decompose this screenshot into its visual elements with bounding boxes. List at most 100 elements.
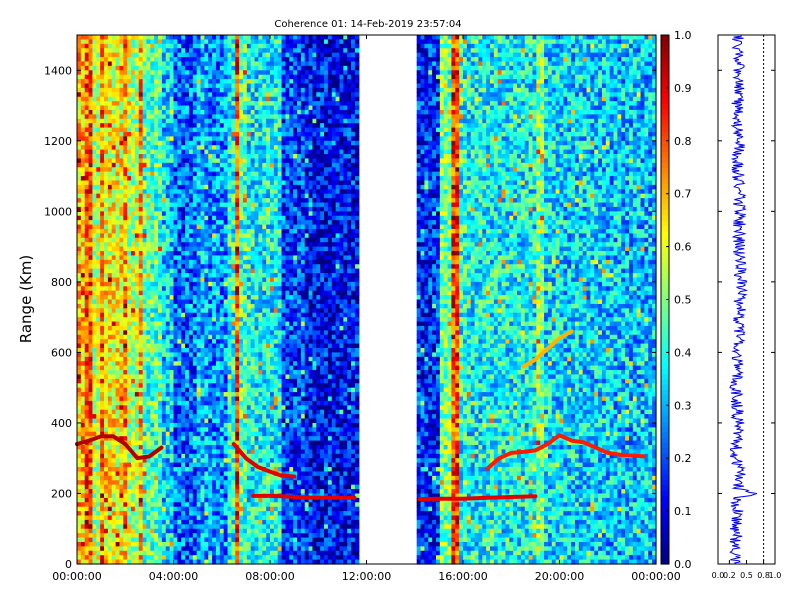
heatmap-cell xyxy=(200,92,205,98)
heatmap-cell xyxy=(119,493,124,499)
heatmap-cell xyxy=(142,515,148,521)
heatmap-cell xyxy=(185,193,190,199)
heatmap-cell xyxy=(119,127,124,133)
heatmap-cell xyxy=(131,83,136,89)
heatmap-cell xyxy=(104,546,109,552)
heatmap-cell xyxy=(96,431,101,437)
heatmap-cell xyxy=(96,233,101,239)
heatmap-cell xyxy=(127,312,132,318)
heatmap-cell xyxy=(96,378,101,384)
heatmap-cell xyxy=(196,347,202,353)
heatmap-cell xyxy=(92,70,97,76)
heatmap-cell xyxy=(185,361,190,367)
heatmap-cell xyxy=(227,559,232,565)
heatmap-cell xyxy=(235,308,240,314)
heatmap-cell xyxy=(154,537,159,543)
heatmap-cell xyxy=(134,273,140,279)
heatmap-cell xyxy=(80,453,86,459)
heatmap-cell xyxy=(104,96,109,102)
heatmap-cell xyxy=(138,471,144,477)
heatmap-cell xyxy=(88,475,94,481)
heatmap-cell xyxy=(219,484,225,490)
heatmap-cell xyxy=(158,79,163,85)
heatmap-cell xyxy=(181,273,186,279)
heatmap-cell xyxy=(150,440,155,446)
heatmap-cell xyxy=(115,114,121,120)
heatmap-cell xyxy=(142,484,148,490)
heatmap-cell xyxy=(165,493,171,499)
heatmap-cell xyxy=(77,145,82,151)
heatmap-cell xyxy=(119,83,124,89)
heatmap-cell xyxy=(177,35,182,41)
heatmap-cell xyxy=(231,387,236,393)
heatmap-cell xyxy=(119,317,124,323)
heatmap-cell xyxy=(127,136,132,142)
heatmap-cell xyxy=(92,458,97,464)
heatmap-cell xyxy=(154,43,159,49)
heatmap-cell xyxy=(84,206,90,212)
heatmap-cell xyxy=(80,524,86,530)
heatmap-cell xyxy=(215,140,221,146)
heatmap-cell xyxy=(173,105,178,111)
heatmap-cell xyxy=(142,233,148,239)
heatmap-cell xyxy=(115,405,121,411)
heatmap-cell xyxy=(142,383,148,389)
heatmap-cell xyxy=(212,268,217,274)
heatmap-cell xyxy=(185,449,190,455)
heatmap-cell xyxy=(161,524,167,530)
heatmap-cell xyxy=(107,361,113,367)
heatmap-cell xyxy=(227,65,232,71)
heatmap-cell xyxy=(150,431,155,437)
heatmap-cell xyxy=(92,493,97,499)
heatmap-cell xyxy=(204,136,209,142)
heatmap-cell xyxy=(223,409,229,415)
heatmap-cell xyxy=(185,92,190,98)
heatmap-cell xyxy=(219,550,225,556)
heatmap-cell xyxy=(154,378,159,384)
heatmap-cell xyxy=(107,158,113,164)
heatmap-cell xyxy=(150,537,155,543)
heatmap-cell xyxy=(235,101,240,107)
heatmap-cell xyxy=(134,347,140,353)
heatmap-cell xyxy=(138,193,144,199)
heatmap-cell xyxy=(88,493,94,499)
heatmap-cell xyxy=(161,458,167,464)
heatmap-cell xyxy=(92,215,97,221)
heatmap-cell xyxy=(200,511,205,517)
heatmap-cell xyxy=(138,431,144,437)
heatmap-cell xyxy=(123,136,128,142)
heatmap-cell xyxy=(177,537,182,543)
heatmap-cell xyxy=(215,396,221,402)
heatmap-cell xyxy=(84,550,90,556)
heatmap-cell xyxy=(196,392,202,398)
heatmap-cell xyxy=(231,52,236,58)
heatmap-cell xyxy=(123,273,128,279)
heatmap-cell xyxy=(227,383,232,389)
heatmap-cell xyxy=(123,303,128,309)
heatmap-cell xyxy=(181,131,186,137)
heatmap-cell xyxy=(192,264,198,270)
heatmap-cell xyxy=(208,70,213,76)
heatmap-cell xyxy=(115,189,121,195)
heatmap-cell xyxy=(177,224,182,230)
heatmap-cell xyxy=(146,347,151,353)
heatmap-cell xyxy=(131,92,136,98)
heatmap-cell xyxy=(165,339,171,345)
heatmap-cell xyxy=(196,162,202,168)
heatmap-cell xyxy=(146,321,151,327)
heatmap-cell xyxy=(208,515,213,521)
heatmap-cell xyxy=(111,537,117,543)
heatmap-cell xyxy=(111,39,117,45)
heatmap-cell xyxy=(181,224,186,230)
heatmap-cell xyxy=(131,303,136,309)
heatmap-cell xyxy=(100,43,105,49)
heatmap-cell xyxy=(219,422,225,428)
heatmap-cell xyxy=(84,131,90,137)
heatmap-cell xyxy=(119,167,124,173)
heatmap-cell xyxy=(173,136,178,142)
heatmap-cell xyxy=(134,277,140,283)
heatmap-cell xyxy=(123,374,128,380)
heatmap-cell xyxy=(80,92,86,98)
heatmap-cell xyxy=(127,101,132,107)
heatmap-cell xyxy=(84,251,90,257)
